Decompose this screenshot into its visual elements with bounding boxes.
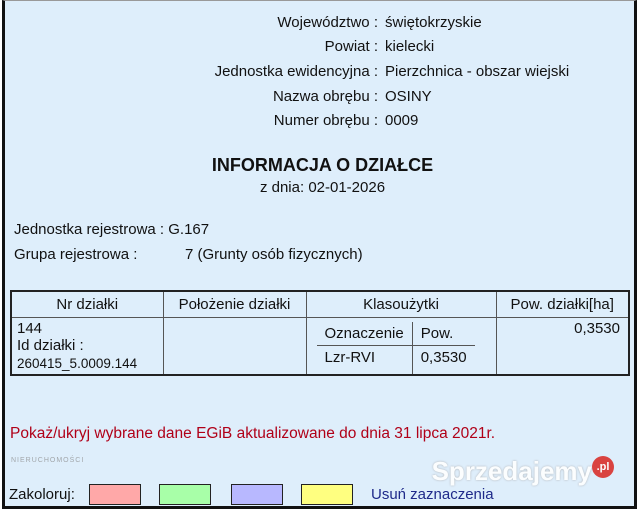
value: 7 (Grunty osób fizycznych) bbox=[185, 246, 363, 263]
precinct-number-row: Numer obrębu : 0009 bbox=[5, 112, 639, 132]
parcel-number: 144 bbox=[17, 319, 43, 337]
label: Nazwa obrębu : bbox=[272, 88, 378, 105]
value: świętokrzyskie bbox=[385, 14, 482, 31]
page-title: INFORMACJA O DZIAŁCE bbox=[211, 155, 434, 175]
swatch-yellow[interactable] bbox=[301, 484, 353, 505]
label: Jednostka ewidencyjna : bbox=[214, 63, 378, 80]
watermark-logo-left: NIERUCHOMOŚCI bbox=[11, 457, 85, 464]
swatch-red[interactable] bbox=[89, 484, 141, 505]
class-header: Oznaczenie bbox=[316, 321, 413, 346]
toggle-egib-link[interactable]: Pokaż/ukryj wybrane dane EGiB aktualizow… bbox=[10, 425, 496, 442]
class-area: 0,3530 bbox=[411, 345, 475, 374]
cell-class: Oznaczenie Pow. Lzr-RVI 0,3530 bbox=[305, 316, 497, 375]
col-nr: Nr działki bbox=[10, 290, 164, 318]
colorize-label: Zakoloruj: bbox=[9, 486, 75, 503]
county-row: Powiat : kielecki bbox=[5, 38, 639, 58]
parcel-id: 260415_5.0009.144 bbox=[17, 355, 138, 371]
registry-unit: Jednostka rejestrowa : G.167 bbox=[14, 221, 209, 238]
class-header: Pow. bbox=[411, 321, 475, 346]
swatch-blue[interactable] bbox=[231, 484, 283, 505]
voivodeship-row: Województwo : świętokrzyskie bbox=[5, 14, 639, 34]
col-location: Położenie działki bbox=[162, 290, 307, 318]
colorize-bar: Zakoloruj: Usuń zaznaczenia bbox=[9, 484, 639, 506]
precinct-name-row: Nazwa obrębu : OSINY bbox=[5, 88, 639, 108]
value: OSINY bbox=[385, 88, 432, 105]
cell-nr: 144 Id działki : 260415_5.0009.144 bbox=[10, 316, 164, 375]
value: G.167 bbox=[168, 221, 210, 238]
value: Pierzchnica - obszar wiejski bbox=[385, 63, 570, 80]
clear-selection-link[interactable]: Usuń zaznaczenia bbox=[371, 486, 494, 503]
label: Województwo : bbox=[277, 14, 378, 31]
label: Jednostka rejestrowa : bbox=[14, 221, 165, 238]
cell-area: 0,3530 bbox=[495, 316, 630, 375]
parcel-table: Nr działki Położenie działki Klasoużytki… bbox=[10, 290, 630, 376]
swatch-green[interactable] bbox=[159, 484, 211, 505]
col-class: Klasoużytki bbox=[305, 290, 497, 318]
value: kielecki bbox=[385, 38, 435, 55]
parcel-id-label: Id działki : bbox=[17, 336, 84, 354]
class-table: Oznaczenie Pow. Lzr-RVI 0,3530 bbox=[316, 321, 475, 374]
label: Powiat : bbox=[324, 38, 378, 55]
cell-location bbox=[162, 316, 307, 375]
watermark-logo-right: Sprzedajemy .pl bbox=[432, 456, 614, 487]
label: Numer obrębu : bbox=[273, 112, 378, 129]
logo-text: Sprzedajemy bbox=[431, 456, 592, 486]
unit-row: Jednostka ewidencyjna : Pierzchnica - obs… bbox=[5, 63, 639, 83]
date-subtitle: z dnia: 02-01-2026 bbox=[259, 179, 386, 196]
class-code: Lzr-RVI bbox=[324, 348, 376, 366]
logo-badge: .pl bbox=[592, 456, 614, 478]
table-row: 144 Id działki : 260415_5.0009.144 Oznac… bbox=[10, 316, 630, 375]
label: Grupa rejestrowa : bbox=[14, 246, 138, 263]
value: 0009 bbox=[385, 112, 419, 129]
registry-group: Grupa rejestrowa : 7 (Grunty osób fizyczn… bbox=[14, 246, 363, 263]
col-area: Pow. działki[ha] bbox=[495, 290, 630, 318]
